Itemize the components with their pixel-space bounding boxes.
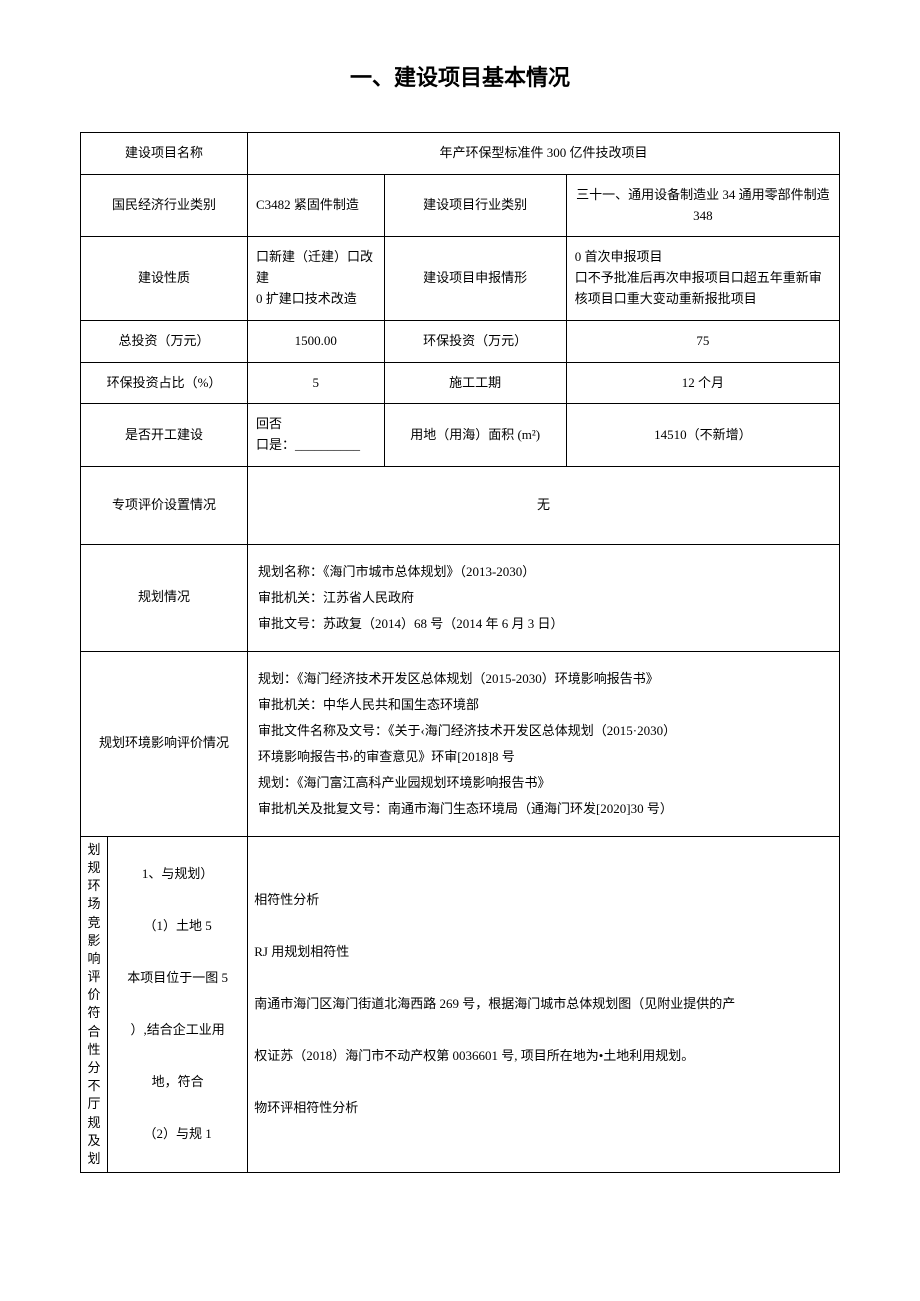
label-conformity-vertical: 划规环场竞影响评价符合性分不厅规及划 — [81, 837, 108, 1172]
value-started: 回否 口是：__________ — [247, 404, 384, 467]
label-application-status: 建设项目申报情形 — [384, 237, 566, 320]
value-construction-period: 12 个月 — [566, 362, 839, 404]
label-industry-code: 国民经济行业类别 — [81, 174, 248, 237]
label-construction-period: 施工工期 — [384, 362, 566, 404]
label-started: 是否开工建设 — [81, 404, 248, 467]
project-info-table: 建设项目名称 年产环保型标准件 300 亿件技改项目 国民经济行业类别 C348… — [80, 132, 840, 1173]
label-env-ratio: 环保投资占比（%） — [81, 362, 248, 404]
label-land-area: 用地（用海）面积 (m²) — [384, 404, 566, 467]
value-env-ratio: 5 — [247, 362, 384, 404]
value-planning-env: 规划：《海门经济技术开发区总体规划（2015-2030）环境影响报告书》 审批机… — [247, 651, 839, 836]
label-env-investment: 环保投资（万元） — [384, 320, 566, 362]
value-project-name: 年产环保型标准件 300 亿件技改项目 — [247, 133, 839, 175]
value-planning: 规划名称：《海门市城市总体规划》（2013-2030） 审批机关：江苏省人民政府… — [247, 544, 839, 651]
conformity-col2: 1、与规划） （1）土地 5 本项目位于一图 5 ）,结合企工业用 地，符合 （… — [108, 837, 248, 1172]
value-industry-code: C3482 紧固件制造 — [247, 174, 384, 237]
label-total-investment: 总投资（万元） — [81, 320, 248, 362]
value-special-eval: 无 — [247, 466, 839, 544]
value-construction-nature: 口新建（迁建）口改建 0 扩建口技术改造 — [247, 237, 384, 320]
value-industry-category: 三十一、通用设备制造业 34 通用零部件制造 348 — [566, 174, 839, 237]
label-construction-nature: 建设性质 — [81, 237, 248, 320]
label-project-name: 建设项目名称 — [81, 133, 248, 175]
label-industry-category: 建设项目行业类别 — [384, 174, 566, 237]
label-special-eval: 专项评价设置情况 — [81, 466, 248, 544]
value-application-status: 0 首次申报项目 口不予批准后再次申报项目口超五年重新审核项目口重大变动重新报批… — [566, 237, 839, 320]
value-env-investment: 75 — [566, 320, 839, 362]
page-title: 一、建设项目基本情况 — [80, 60, 840, 92]
conformity-col3: 相符性分析 RJ 用规划相符性 南通市海门区海门街道北海西路 269 号，根据海… — [248, 837, 839, 1172]
value-total-investment: 1500.00 — [247, 320, 384, 362]
value-land-area: 14510（不新增） — [566, 404, 839, 467]
label-planning: 规划情况 — [81, 544, 248, 651]
label-planning-env: 规划环境影响评价情况 — [81, 651, 248, 836]
